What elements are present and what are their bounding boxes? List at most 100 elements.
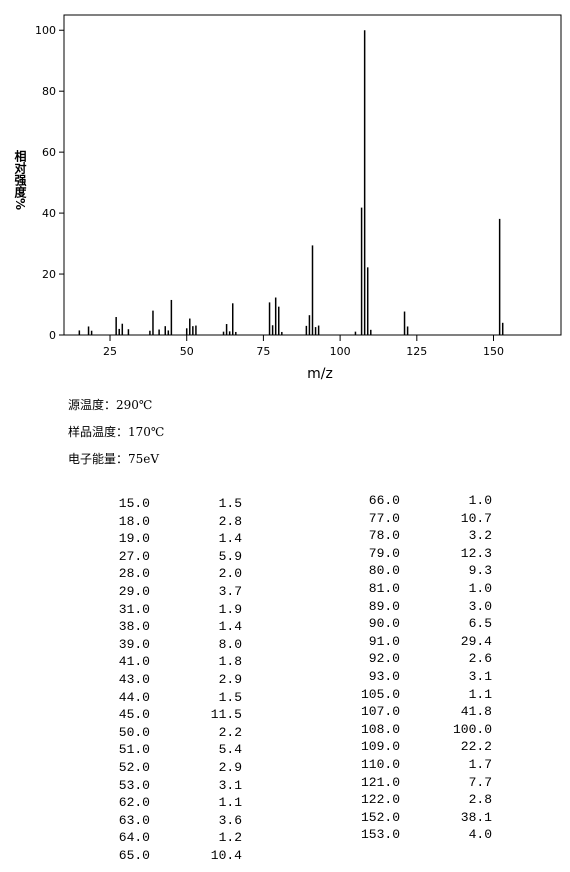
mz-cell: 44.0 <box>118 689 150 705</box>
intensity-cell: 1.5 <box>218 496 242 511</box>
y-tick-label: 60 <box>42 146 56 159</box>
intensity-cell: 1.7 <box>468 757 492 772</box>
mz-cell: 43.0 <box>118 672 150 687</box>
chart: m/z 相对强度% 0 20 40 60 80 100 25 50 75 100 125 150 <box>13 14 562 382</box>
mz-cell: 28.0 <box>118 566 150 582</box>
mz-cell: 45.0 <box>118 707 150 723</box>
intensity-cell: 3.1 <box>468 669 492 684</box>
intensity-cell: 41.8 <box>460 704 492 720</box>
mz-cell: 39.0 <box>118 636 150 652</box>
x-tick-label: 125 <box>406 345 427 358</box>
mz-cell: 29.0 <box>118 584 150 599</box>
intensity-cell: 3.1 <box>218 777 242 793</box>
intensity-cell: 3.0 <box>468 598 492 614</box>
intensity-cell: 12.3 <box>460 545 492 561</box>
mz-cell: 65.0 <box>118 848 150 863</box>
intensity-cell: 6.5 <box>468 616 492 632</box>
mz-cell: 78.0 <box>368 528 400 544</box>
intensity-cell: 5.9 <box>218 548 242 564</box>
mz-cell: 105.0 <box>360 686 400 702</box>
mz-cell: 80.0 <box>368 563 400 579</box>
intensity-cell: 1.0 <box>468 493 492 508</box>
intensity-cell: 7.7 <box>468 774 492 790</box>
intensity-cell: 2.6 <box>468 651 492 667</box>
intensity-cell: 2.9 <box>218 760 242 775</box>
intensity-cell: 29.4 <box>460 633 492 649</box>
mz-cell: 153.0 <box>360 827 400 843</box>
intensity-cell: 5.4 <box>218 742 242 758</box>
y-tick-label: 20 <box>42 268 56 281</box>
intensity-cell: 1.1 <box>468 686 492 702</box>
mz-cell: 109.0 <box>360 739 400 755</box>
y-tick-label: 100 <box>35 24 56 37</box>
mz-cell: 38.0 <box>118 619 150 635</box>
mz-cell: 92.0 <box>368 651 400 667</box>
mz-cell: 15.0 <box>118 496 150 511</box>
mz-cell: 93.0 <box>368 669 400 684</box>
x-tick-label: 100 <box>330 345 351 358</box>
x-tick-label: 75 <box>256 345 270 358</box>
mz-cell: 31.0 <box>118 601 150 617</box>
condition: 样品温度：170℃ <box>68 425 165 439</box>
intensity-cell: 3.7 <box>218 584 242 599</box>
mz-cell: 81.0 <box>368 581 400 596</box>
mz-cell: 107.0 <box>360 704 400 720</box>
intensity-cell: 1.4 <box>218 531 242 547</box>
intensity-cell: 1.8 <box>218 654 242 670</box>
mz-cell: 121.0 <box>360 774 400 790</box>
intensity-cell: 3.2 <box>468 528 492 544</box>
mz-cell: 122.0 <box>360 792 400 808</box>
intensity-cell: 100.0 <box>452 721 492 737</box>
mz-cell: 52.0 <box>118 760 150 775</box>
intensity-cell: 10.4 <box>210 848 242 863</box>
intensity-cell: 2.0 <box>218 566 242 582</box>
mz-cell: 41.0 <box>118 654 150 670</box>
mz-cell: 91.0 <box>368 633 400 649</box>
y-tick-label: 80 <box>42 85 56 98</box>
mz-cell: 90.0 <box>368 616 400 632</box>
y-tick-label: 40 <box>42 207 56 220</box>
mz-cell: 66.0 <box>368 493 400 508</box>
intensity-cell: 2.2 <box>218 724 242 740</box>
intensity-cell: 22.2 <box>460 739 492 755</box>
mz-cell: 62.0 <box>118 795 150 811</box>
mz-cell: 27.0 <box>118 548 150 564</box>
intensity-cell: 2.9 <box>218 672 242 687</box>
intensity-cell: 1.0 <box>468 581 492 596</box>
intensity-cell: 2.8 <box>218 513 242 529</box>
x-tick-label: 25 <box>103 345 117 358</box>
condition: 源温度：290℃ <box>68 398 153 412</box>
mz-cell: 110.0 <box>360 757 400 772</box>
y-tick-label: 0 <box>49 329 56 342</box>
intensity-cell: 8.0 <box>218 636 242 652</box>
mz-cell: 152.0 <box>360 809 400 825</box>
intensity-cell: 3.6 <box>218 812 242 828</box>
mz-cell: 18.0 <box>118 513 150 529</box>
mz-cell: 51.0 <box>118 742 150 758</box>
intensity-cell: 11.5 <box>210 707 242 723</box>
mz-cell: 19.0 <box>118 531 150 547</box>
mz-cell: 64.0 <box>118 830 150 846</box>
y-axis-label: 相对强度% <box>13 149 27 210</box>
intensity-cell: 1.9 <box>218 601 242 617</box>
x-tick-label: 50 <box>180 345 194 358</box>
intensity-cell: 10.7 <box>460 510 492 526</box>
condition: 电子能量：75eV <box>68 452 160 466</box>
intensity-cell: 1.5 <box>218 689 242 705</box>
mz-cell: 63.0 <box>118 812 150 828</box>
intensity-cell: 2.8 <box>468 792 492 808</box>
x-tick-label: 150 <box>483 345 504 358</box>
intensity-cell: 4.0 <box>468 827 492 843</box>
intensity-cell: 1.4 <box>218 619 242 635</box>
mz-cell: 108.0 <box>360 721 400 737</box>
mz-cell: 50.0 <box>118 724 150 740</box>
mz-cell: 53.0 <box>118 777 150 793</box>
mz-cell: 77.0 <box>368 510 400 526</box>
intensity-cell: 38.1 <box>460 809 492 825</box>
intensity-cell: 1.1 <box>218 795 242 811</box>
intensity-cell: 9.3 <box>468 563 492 579</box>
x-axis-label: m/z <box>307 366 333 382</box>
mz-cell: 89.0 <box>368 598 400 614</box>
intensity-cell: 1.2 <box>218 830 242 846</box>
